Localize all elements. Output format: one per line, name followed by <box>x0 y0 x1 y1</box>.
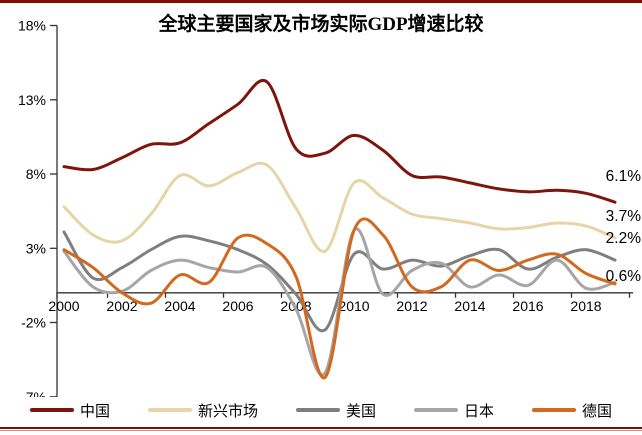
bottom-rule-thick <box>0 427 642 429</box>
legend-line-swatch-japan <box>414 408 458 412</box>
y-axis-label: 8% <box>26 166 46 182</box>
bottom-frame-rule <box>0 427 642 432</box>
x-axis-label: 2002 <box>106 298 137 314</box>
gdp-line-chart: 18%13%8%3%-2%-7%2000 2002 2004 2006 2008 2010… <box>18 18 642 397</box>
legend-line-swatch-germany <box>532 408 577 412</box>
legend-label-japan: 日本 <box>464 403 495 420</box>
y-axis-label: -7% <box>21 389 46 397</box>
legend: 中国 新兴市场 美国 日本 德国 <box>0 397 642 423</box>
bottom-rule-gap <box>0 429 642 430</box>
x-axis-label: 2016 <box>512 298 543 314</box>
legend-line-swatch-emerging-markets <box>147 408 192 412</box>
series-line-china <box>62 78 617 204</box>
top-frame-rule <box>0 0 642 3</box>
legend-item-united-states: 美国 <box>295 400 376 421</box>
end-value-label-united-states: 2.2% <box>606 230 642 247</box>
legend-line-swatch-china <box>29 408 74 412</box>
legend-item-emerging-markets: 新兴市场 <box>147 400 258 421</box>
y-axis-label: 3% <box>26 240 46 256</box>
y-axis-label: 18% <box>18 18 46 34</box>
x-axis-label: 2010 <box>338 298 369 314</box>
legend-item-japan: 日本 <box>414 400 494 421</box>
x-axis-label: 2006 <box>222 298 253 314</box>
x-axis-label: 2012 <box>396 298 427 314</box>
x-axis-label: 2018 <box>570 298 601 314</box>
end-value-label-germany: 0.6% <box>606 268 642 285</box>
series-line-emerging-markets <box>62 161 617 253</box>
y-axis-label: 13% <box>18 92 46 108</box>
y-axis-label: -2% <box>21 315 46 331</box>
legend-label-germany: 德国 <box>582 403 613 420</box>
end-value-label-china: 6.1% <box>606 168 642 185</box>
legend-item-china: 中国 <box>29 400 110 421</box>
legend-label-emerging-markets: 新兴市场 <box>197 403 258 420</box>
legend-item-germany: 德国 <box>532 400 612 421</box>
legend-label-united-states: 美国 <box>345 403 376 420</box>
chart-title: 全球主要国家及市场实际GDP增速比较 <box>158 14 484 35</box>
x-axis-label: 2014 <box>454 298 485 314</box>
x-axis-label: 2000 <box>48 298 79 314</box>
end-value-label-emerging-markets: 3.7% <box>606 208 642 225</box>
legend-label-china: 中国 <box>79 403 110 420</box>
bottom-rule-thin <box>0 430 642 431</box>
x-axis-label: 2004 <box>164 298 195 314</box>
series-line-germany <box>62 217 617 379</box>
legend-line-swatch-united-states <box>295 408 340 412</box>
